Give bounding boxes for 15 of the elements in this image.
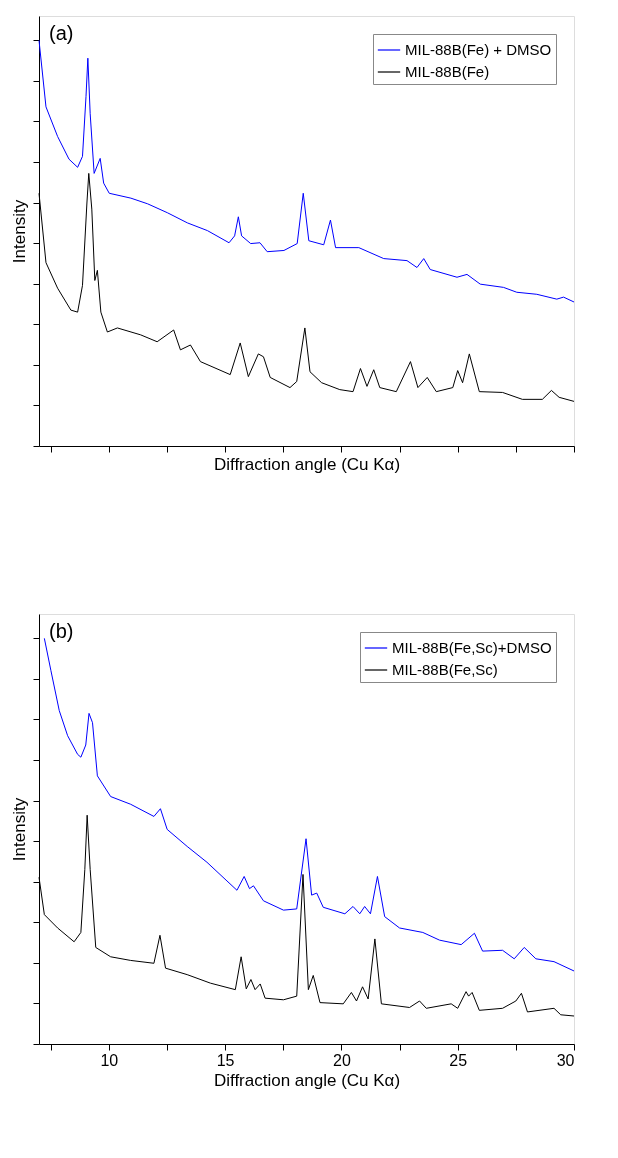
annotation: (b) [49, 620, 74, 642]
x-axis-title: Diffraction angle (Cu Kα) [213, 1070, 401, 1090]
legend-label: MIL-88B(Fe,Sc)+DMSO [392, 639, 552, 656]
x-tick-label: 25 [449, 1051, 468, 1069]
y-axis-title: Intensity [10, 797, 29, 862]
x-axis-title: Diffraction angle (Cu Kα) [213, 455, 401, 474]
x-tick-label: 20 [332, 1051, 351, 1069]
annotation: (a) [49, 22, 74, 44]
legend-label: MIL-88B(Fe,Sc) [392, 661, 498, 678]
legend-label: MIL-88B(Fe) [405, 63, 490, 80]
x-tick-label: 30 [556, 1051, 575, 1069]
y-axis-title: Intensity [10, 199, 29, 264]
x-tick-label: 15 [216, 1051, 235, 1069]
legend-label: MIL-88B(Fe) + DMSO [405, 41, 552, 58]
x-tick-label: 10 [100, 1051, 119, 1069]
